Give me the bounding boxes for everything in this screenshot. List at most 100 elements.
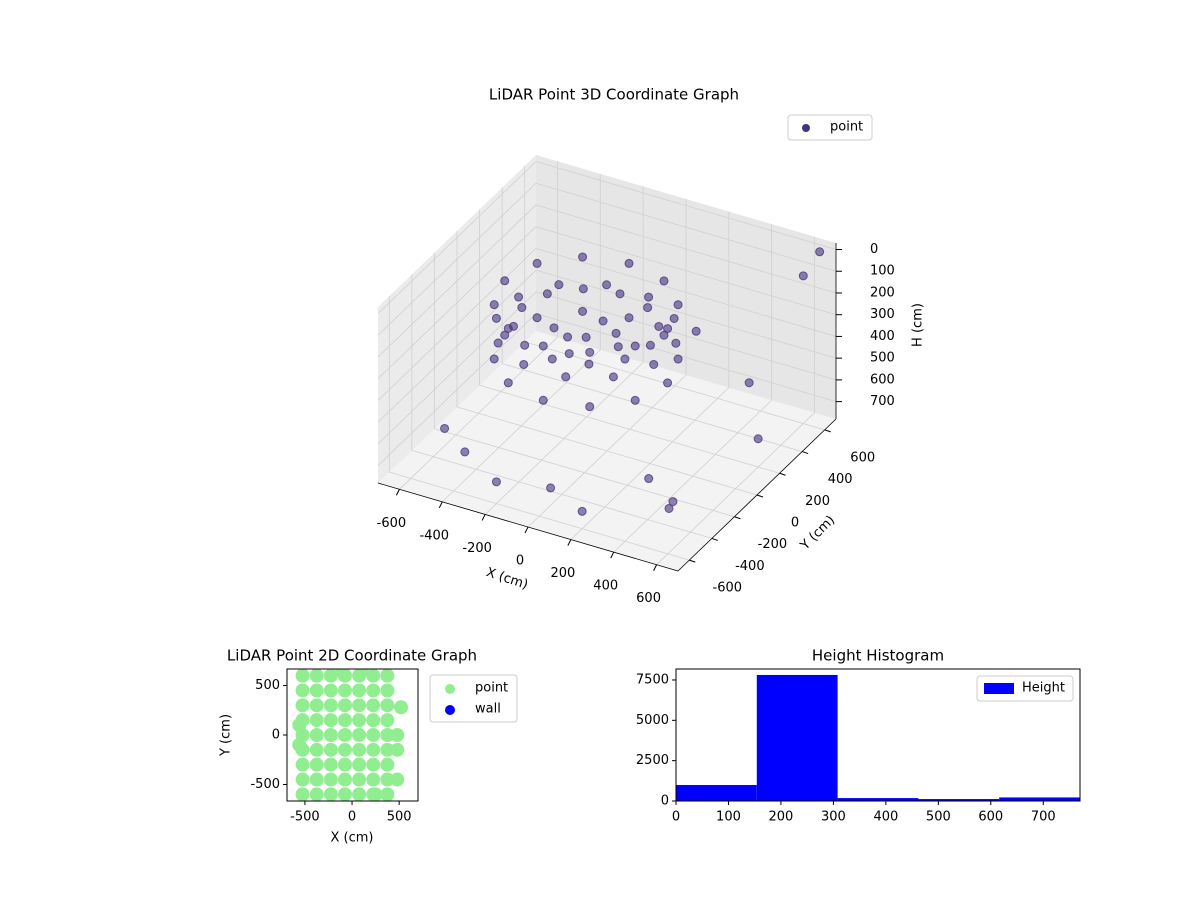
point [547, 354, 557, 364]
bar [756, 674, 838, 801]
point [352, 757, 367, 772]
chart-title: Height Histogram [812, 647, 944, 665]
point [503, 378, 513, 388]
y-axis-label: Y (cm) [797, 513, 838, 554]
chart-title: LiDAR Point 2D Coordinate Graph [227, 647, 477, 665]
legend-box [976, 675, 1074, 702]
point [380, 728, 395, 742]
point [309, 757, 324, 772]
y-tick-label: 500 [255, 678, 280, 693]
x-tick-label: 100 [716, 810, 741, 825]
point [664, 503, 674, 513]
y-tick [689, 559, 696, 563]
point [337, 683, 352, 698]
point [673, 300, 683, 310]
point [489, 354, 499, 364]
grid-line [377, 313, 537, 466]
point [538, 341, 548, 351]
point [390, 742, 405, 757]
points [292, 669, 409, 801]
point [608, 372, 618, 382]
y-tick-label: -400 [735, 559, 765, 574]
point [564, 349, 574, 359]
point [654, 321, 664, 331]
point [509, 321, 518, 331]
grid-line [524, 341, 825, 431]
grid-line [535, 161, 837, 250]
legend-label: point [830, 120, 863, 135]
bar [676, 785, 757, 801]
point [323, 698, 338, 713]
point [366, 757, 381, 772]
x-tick-label: 200 [550, 566, 575, 581]
plot-2d: LiDAR Point 2D Coordinate Graph point wall… [219, 647, 518, 846]
grid-line [434, 428, 735, 518]
plot-3d: LiDAR Point 3D Coordinate Graph-600-400-… [377, 86, 926, 607]
point [581, 332, 591, 342]
z-tick-label: 300 [870, 307, 895, 322]
grid-line [389, 471, 690, 561]
point [323, 757, 338, 772]
y-tick [824, 429, 831, 433]
grid-line [377, 291, 537, 445]
z-tick-label: 100 [870, 264, 895, 279]
point [380, 772, 395, 787]
grid-line [535, 313, 837, 403]
point [493, 338, 503, 348]
point [309, 713, 324, 728]
x-tick [653, 564, 658, 571]
point [532, 258, 542, 268]
y-tick-label: 0 [661, 794, 669, 809]
point [563, 332, 573, 342]
y-tick-label: -600 [713, 581, 743, 596]
y-tick-label: 7500 [636, 672, 669, 687]
x-tick-label: 300 [821, 810, 846, 825]
legend-box [429, 674, 518, 723]
point [366, 683, 381, 698]
grid-line [377, 204, 537, 358]
point [584, 359, 594, 369]
x-tick [610, 551, 615, 559]
point [644, 474, 654, 484]
point [368, 787, 383, 801]
point [295, 757, 310, 772]
x-tick-label: 400 [873, 810, 898, 825]
x-tick-label: -400 [420, 528, 450, 543]
point [440, 423, 450, 433]
point [390, 728, 405, 742]
point [549, 323, 559, 333]
y-tick [779, 472, 786, 476]
x-tick-label: 600 [978, 810, 1003, 825]
point [295, 669, 310, 683]
grid-line [456, 406, 758, 496]
y-tick [756, 494, 764, 498]
point [744, 378, 754, 388]
point [578, 306, 588, 316]
grid-line [411, 450, 712, 539]
point [390, 772, 405, 787]
point [624, 313, 634, 323]
point [500, 330, 510, 340]
grid-line [377, 226, 537, 379]
x-tick-label: 0 [672, 810, 680, 825]
point [295, 698, 310, 713]
point [309, 772, 324, 787]
point [380, 757, 395, 772]
x-tick-label: 0 [348, 810, 356, 825]
point [673, 354, 683, 364]
point [323, 713, 338, 728]
x-tick [438, 501, 443, 509]
grid-line [535, 291, 837, 381]
point [309, 787, 324, 801]
bar [837, 798, 919, 801]
point [337, 742, 352, 757]
point [323, 683, 338, 698]
point [380, 683, 395, 698]
y-tick-label: 0 [791, 516, 799, 531]
point [366, 698, 381, 713]
point [630, 341, 640, 351]
y-tick [734, 516, 741, 520]
point [585, 347, 595, 357]
x-tick-label: 400 [593, 579, 618, 594]
point [624, 258, 634, 268]
